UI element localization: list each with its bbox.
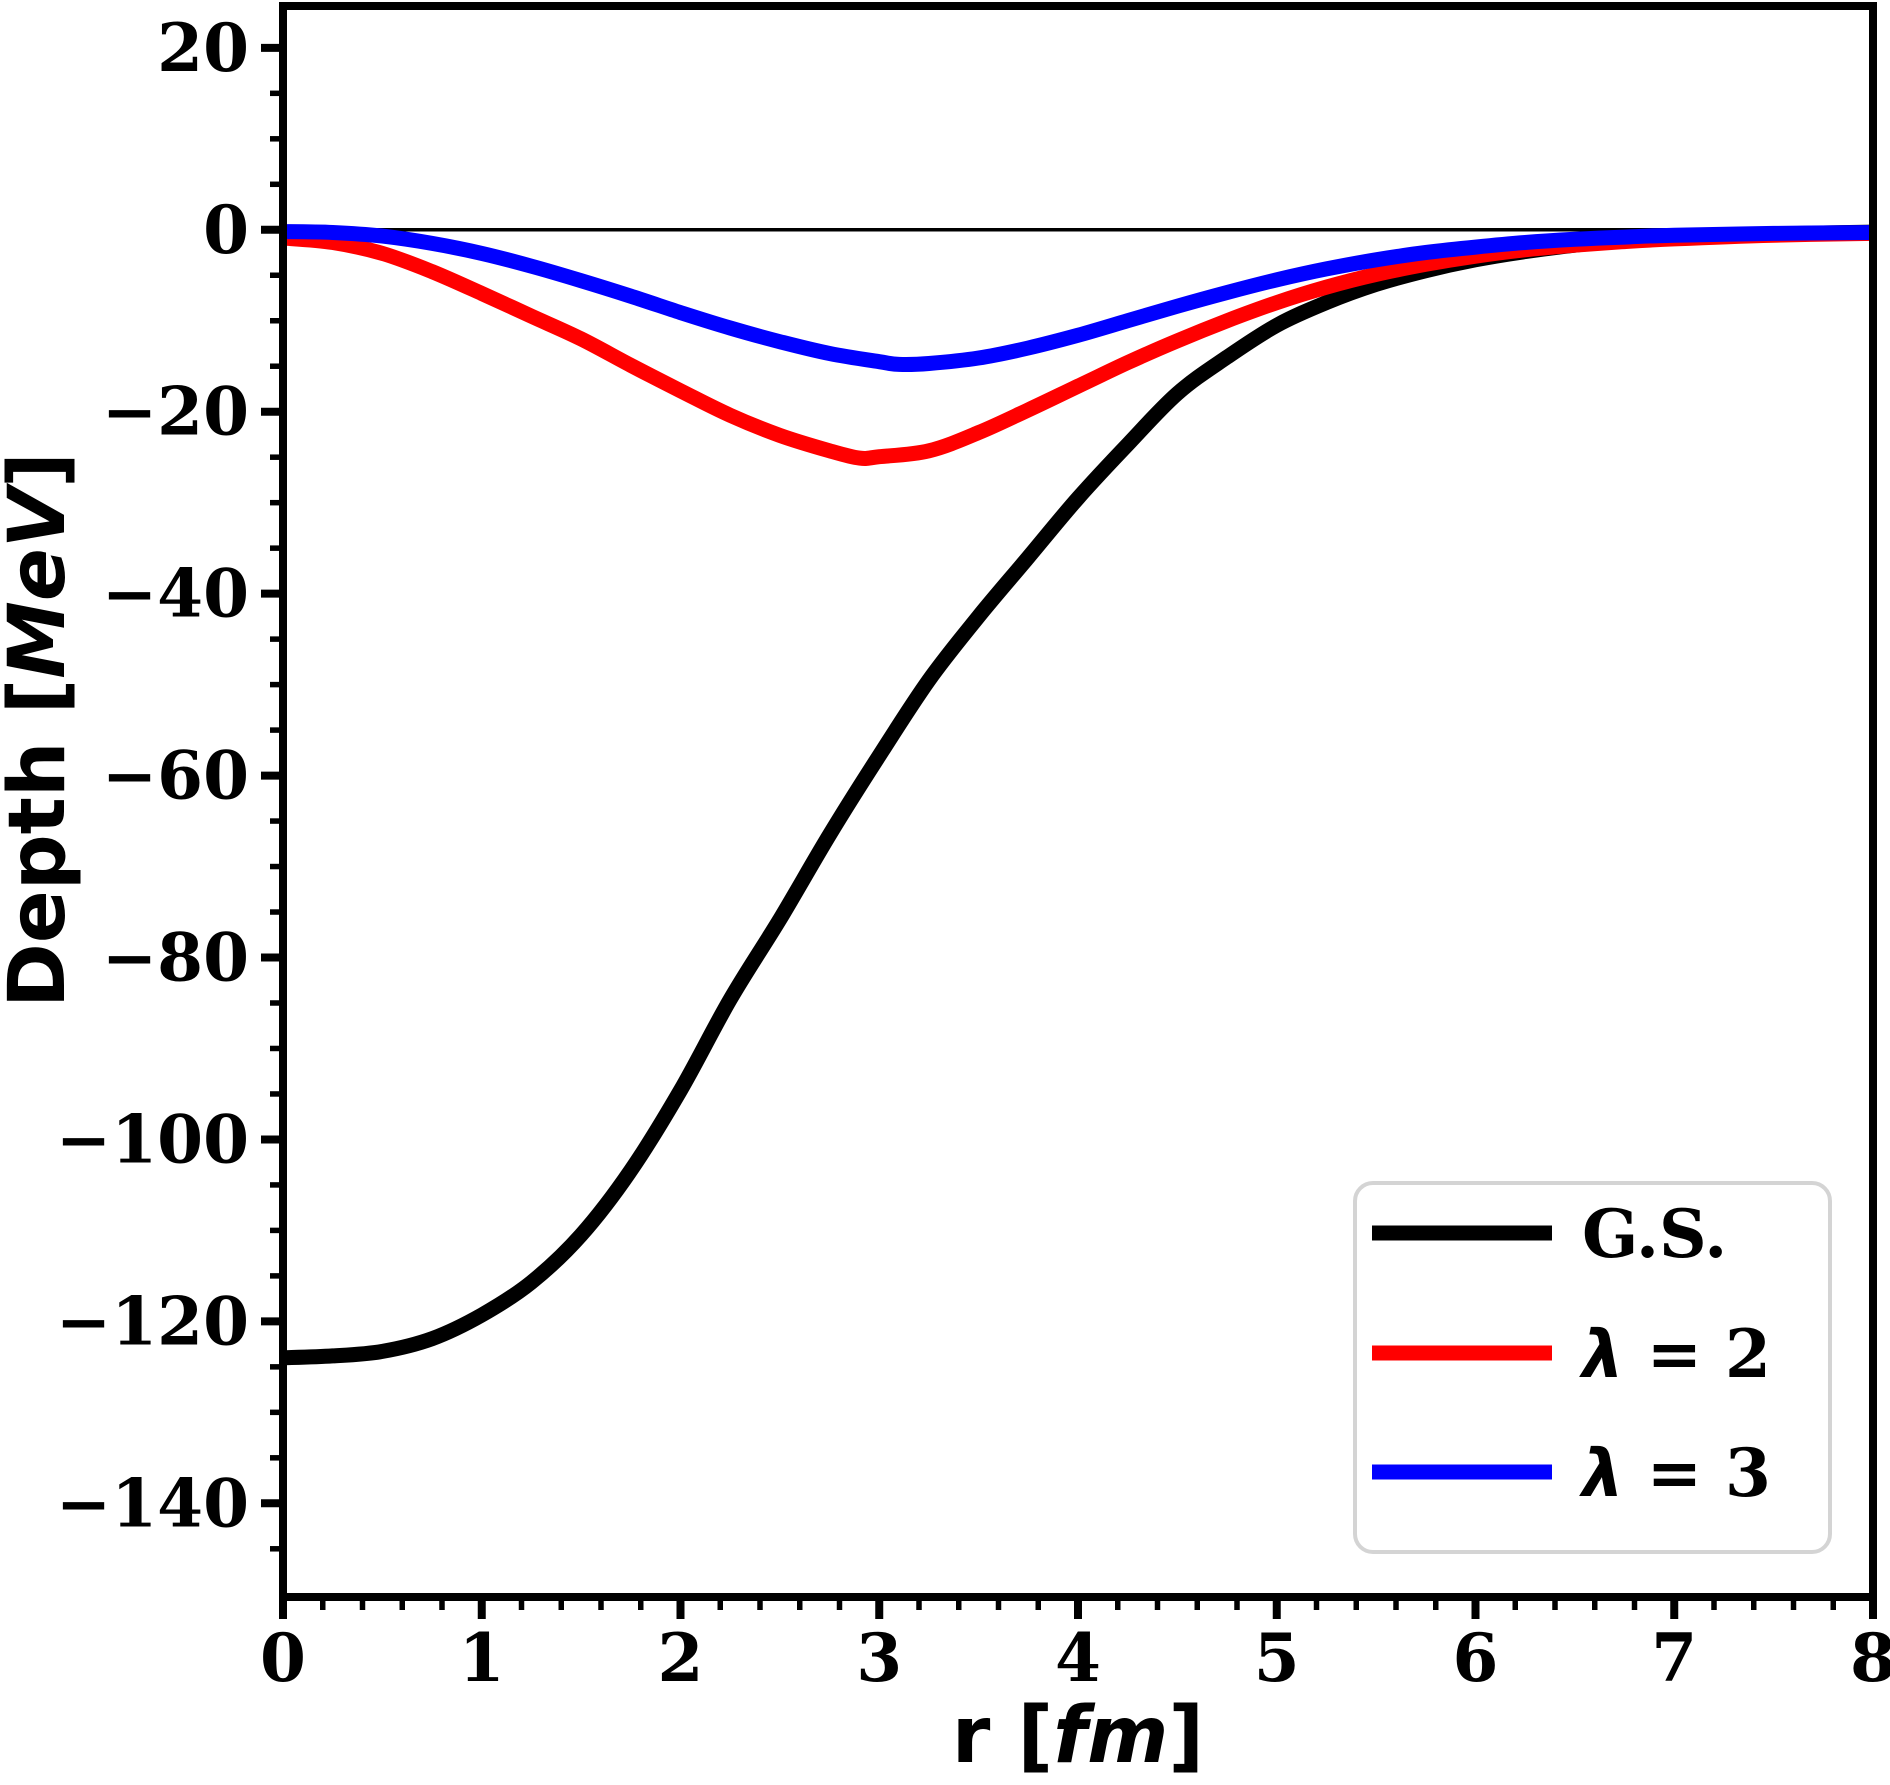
x-tick-labels: 0 1 2 3 4 5 6 7 8 (260, 1619, 1890, 1697)
x-tick-label: 0 (260, 1619, 306, 1697)
y-axis-label-unit: MeV (0, 482, 83, 679)
legend-label: λ = 2 (1579, 1315, 1771, 1393)
legend-lambda-symbol: λ (1579, 1435, 1624, 1512)
y-axis-label: Depth [MeV] (0, 452, 83, 1008)
x-axis-label: r [fm] (952, 1691, 1204, 1781)
legend-label-text: G.S. (1582, 1195, 1727, 1273)
x-tick-label: 8 (1850, 1619, 1890, 1697)
legend: G.S.λ = 2λ = 3 (1353, 1181, 1832, 1554)
axes: 0 1 2 3 4 5 6 7 8 20 0 −20 −40 −60 −80 −100 −120 −140 (56, 9, 1890, 1697)
x-tick-label: 7 (1651, 1619, 1697, 1697)
y-tick-label: −20 (102, 373, 249, 451)
x-tick-label: 2 (658, 1619, 704, 1697)
y-tick-label: −100 (56, 1100, 249, 1178)
x-tick-label: 4 (1055, 1619, 1101, 1697)
y-tick-label: −140 (56, 1464, 249, 1542)
legend-label: G.S. (1582, 1195, 1727, 1273)
x-tick-label: 3 (856, 1619, 902, 1697)
x-tick-label: 1 (459, 1619, 505, 1697)
y-axis-label-prefix: Depth [ (0, 679, 83, 1008)
legend-entry: G.S. (1372, 1195, 1727, 1273)
legend-entries: G.S.λ = 2λ = 3 (1372, 1195, 1771, 1512)
x-axis-label-prefix: r [ (952, 1691, 1053, 1781)
legend-label: λ = 3 (1579, 1434, 1771, 1512)
y-axis-label-suffix: ] (0, 452, 83, 488)
x-axis-label-suffix: ] (1168, 1691, 1204, 1781)
legend-lambda-symbol: λ (1579, 1316, 1624, 1393)
curves (283, 224, 1873, 1366)
curve-lambda-3 (283, 224, 1873, 373)
y-tick-label: −80 (102, 919, 249, 997)
plot-frame (279, 2, 1877, 1601)
x-tick-label: 5 (1254, 1619, 1300, 1697)
legend-label-text: = 2 (1624, 1315, 1771, 1393)
legend-label-text: = 3 (1624, 1434, 1771, 1512)
legend-entry: λ = 3 (1372, 1434, 1771, 1512)
y-tick-label: −40 (102, 555, 249, 633)
y-tick-label: −120 (56, 1282, 249, 1360)
y-tick-label: −60 (102, 737, 249, 815)
y-tick-label: 0 (203, 191, 249, 269)
legend-entry: λ = 2 (1372, 1315, 1771, 1393)
y-tick-label: 20 (157, 9, 249, 87)
y-tick-labels: 20 0 −20 −40 −60 −80 −100 −120 −140 (56, 9, 249, 1542)
x-axis-label-unit: fm (1053, 1691, 1168, 1781)
x-tick-label: 6 (1453, 1619, 1499, 1697)
legend-box (1353, 1181, 1832, 1554)
